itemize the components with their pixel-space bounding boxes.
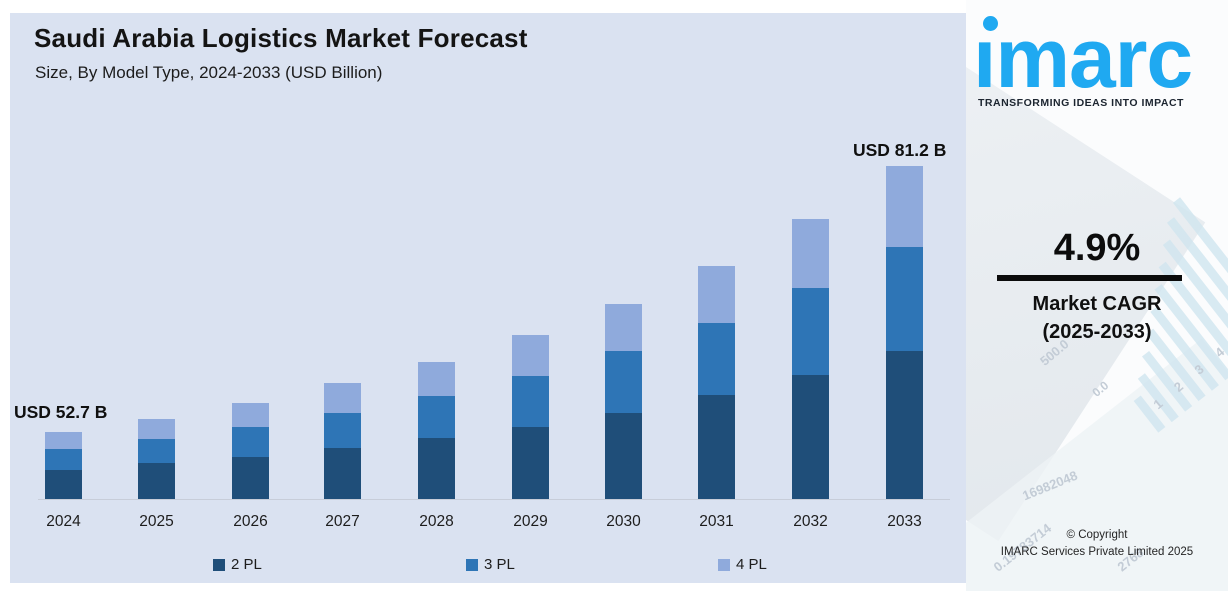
segment-4pl: [324, 383, 361, 413]
bar-2032: [792, 219, 829, 499]
segment-3pl: [45, 449, 82, 470]
segment-3pl: [138, 439, 175, 463]
x-tick-2033: 2033: [887, 513, 922, 530]
segment-4pl: [886, 166, 923, 247]
legend-label-3pl: 3 PL: [484, 556, 515, 573]
segment-4pl: [232, 403, 269, 427]
segment-2pl: [324, 448, 361, 499]
copyright-line-2: IMARC Services Private Limited 2025: [1000, 546, 1194, 559]
bar-2027: [324, 383, 361, 499]
segment-3pl: [418, 396, 455, 438]
legend-label-4pl: 4 PL: [736, 556, 767, 573]
segment-4pl: [792, 219, 829, 288]
segment-2pl: [45, 470, 82, 499]
bar-2025: [138, 419, 175, 499]
segment-2pl: [418, 438, 455, 499]
cagr-underline: [997, 275, 1182, 281]
segment-4pl: [418, 362, 455, 396]
x-tick-2028: 2028: [419, 513, 454, 530]
segment-3pl: [698, 323, 735, 395]
segment-2pl: [232, 457, 269, 499]
logo-tagline: TRANSFORMING IDEAS INTO IMPACT: [978, 97, 1184, 109]
bar-2031: [698, 266, 735, 499]
bar-2033: [886, 166, 923, 499]
segment-3pl: [512, 376, 549, 427]
first-value-label: USD 52.7 B: [14, 402, 108, 422]
segment-4pl: [45, 432, 82, 449]
legend-swatch-2pl: [213, 558, 225, 571]
last-value-label: USD 81.2 B: [853, 140, 947, 160]
segment-4pl: [605, 304, 642, 351]
x-axis-line: [38, 499, 950, 500]
logo-i-dot-icon: [983, 16, 998, 31]
x-tick-2030: 2030: [606, 513, 641, 530]
segment-3pl: [605, 351, 642, 413]
segment-4pl: [512, 335, 549, 376]
x-tick-2026: 2026: [233, 513, 268, 530]
segment-3pl: [232, 427, 269, 457]
legend: 2 PL 3 PL 4 PL: [10, 556, 966, 578]
segment-3pl: [324, 413, 361, 448]
chart-panel: Saudi Arabia Logistics Market Forecast S…: [10, 13, 966, 583]
bar-2028: [418, 362, 455, 499]
segment-2pl: [605, 413, 642, 499]
segment-4pl: [138, 419, 175, 439]
segment-2pl: [886, 351, 923, 499]
x-tick-2024: 2024: [46, 513, 81, 530]
bar-2030: [605, 304, 642, 499]
legend-label-2pl: 2 PL: [231, 556, 262, 573]
legend-swatch-3pl: [466, 558, 478, 571]
segment-2pl: [792, 375, 829, 499]
segment-3pl: [886, 247, 923, 351]
bar-2029: [512, 335, 549, 499]
page-subtitle: Size, By Model Type, 2024-2033 (USD Bill…: [35, 63, 383, 82]
bar-chart: 2024 2025 2026 2027 2028 2029 2030 2031 2032 2033: [10, 13, 966, 583]
legend-item-3pl: 3 PL: [466, 556, 515, 573]
cagr-label: Market CAGR: [1032, 293, 1162, 315]
legend-item-4pl: 4 PL: [718, 556, 767, 573]
brand-side-panel: 500.0 0.0 1 2 3 4 16982048 0.19783714 27…: [966, 0, 1228, 591]
legend-item-2pl: 2 PL: [213, 556, 262, 573]
cagr-period: (2025-2033): [1042, 321, 1152, 343]
imarc-logo: ımarc: [966, 0, 1228, 130]
cagr-value: 4.9%: [1053, 227, 1141, 269]
legend-swatch-4pl: [718, 558, 730, 571]
segment-3pl: [792, 288, 829, 375]
page-title: Saudi Arabia Logistics Market Forecast: [34, 23, 528, 53]
x-tick-2032: 2032: [793, 513, 828, 530]
bar-2024: [45, 432, 82, 499]
x-tick-2027: 2027: [325, 513, 360, 530]
x-tick-2031: 2031: [699, 513, 734, 530]
segment-4pl: [698, 266, 735, 323]
copyright-line-1: © Copyright: [1066, 529, 1128, 541]
segment-2pl: [698, 395, 735, 499]
segment-2pl: [138, 463, 175, 499]
segment-2pl: [512, 427, 549, 499]
bar-2026: [232, 403, 269, 499]
x-tick-2029: 2029: [513, 513, 548, 530]
x-tick-2025: 2025: [139, 513, 174, 530]
logo-wordmark: ımarc: [973, 11, 1193, 105]
copyright: © Copyright IMARC Services Private Limit…: [966, 527, 1228, 562]
